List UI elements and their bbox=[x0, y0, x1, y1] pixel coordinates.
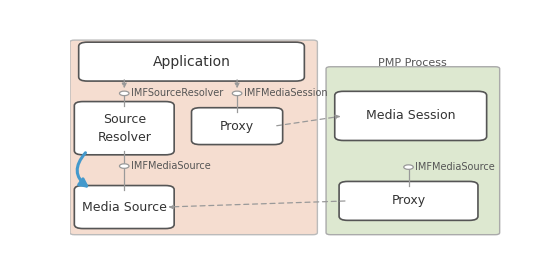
Text: Media Session: Media Session bbox=[366, 109, 455, 122]
Text: Proxy: Proxy bbox=[391, 194, 426, 207]
FancyBboxPatch shape bbox=[335, 91, 487, 140]
FancyBboxPatch shape bbox=[70, 40, 318, 235]
FancyBboxPatch shape bbox=[339, 181, 478, 220]
FancyBboxPatch shape bbox=[74, 186, 174, 228]
Text: IMFSourceResolver: IMFSourceResolver bbox=[131, 88, 223, 98]
Text: PMP Process: PMP Process bbox=[379, 58, 447, 68]
Circle shape bbox=[404, 165, 413, 169]
Text: Proxy: Proxy bbox=[220, 120, 254, 133]
FancyBboxPatch shape bbox=[192, 108, 283, 145]
Circle shape bbox=[232, 91, 242, 95]
Text: Media Source: Media Source bbox=[82, 201, 167, 214]
Text: Source
Resolver: Source Resolver bbox=[97, 113, 151, 144]
Circle shape bbox=[119, 164, 129, 168]
Text: Application: Application bbox=[152, 55, 231, 69]
Text: IMFMediaSource: IMFMediaSource bbox=[131, 161, 211, 171]
FancyBboxPatch shape bbox=[326, 67, 500, 235]
Text: IMFMediaSession: IMFMediaSession bbox=[244, 88, 328, 98]
Circle shape bbox=[119, 91, 129, 95]
FancyBboxPatch shape bbox=[78, 42, 305, 81]
FancyBboxPatch shape bbox=[74, 102, 174, 155]
Text: IMFMediaSource: IMFMediaSource bbox=[416, 162, 495, 172]
